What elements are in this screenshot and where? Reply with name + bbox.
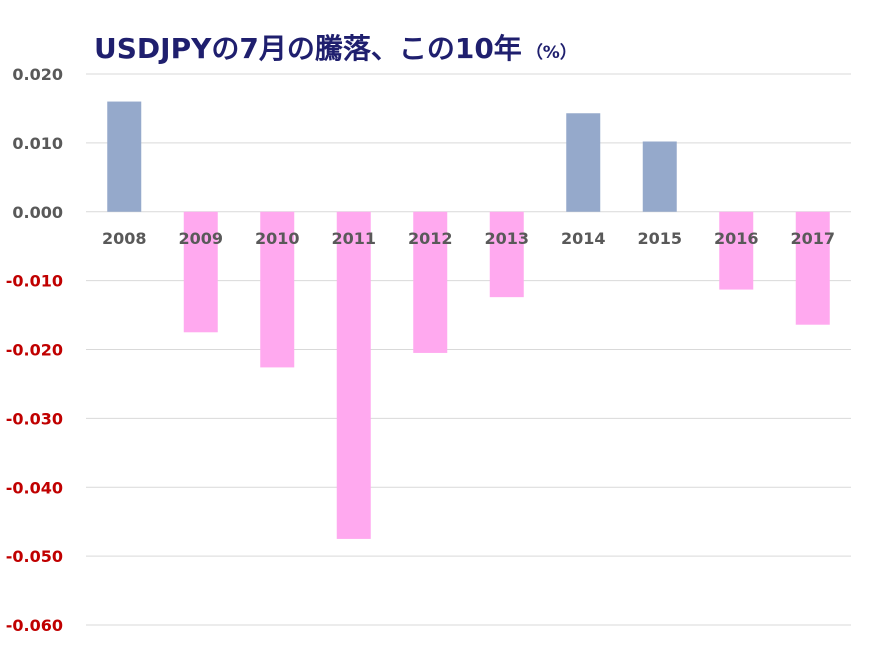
y-tick-label: -0.050 <box>6 547 63 566</box>
bar-2014 <box>566 113 601 212</box>
category-labels: 2008 2009 2010 2011 2012 2013 2014 2015 2016 2017 <box>102 229 835 248</box>
bar-2008 <box>107 101 142 212</box>
bar-2012 <box>413 211 448 353</box>
y-tick-label: 0.010 <box>12 134 63 153</box>
y-tick-label: 0.000 <box>12 203 63 222</box>
category-label: 2008 <box>102 229 147 248</box>
bar-2011 <box>336 211 371 539</box>
y-tick-label: 0.020 <box>12 65 63 84</box>
bar-2010 <box>260 211 295 368</box>
y-tick-label: -0.040 <box>6 478 63 497</box>
category-label: 2016 <box>714 229 759 248</box>
category-label: 2010 <box>255 229 300 248</box>
bar-2017 <box>795 211 830 325</box>
y-tick-label: -0.020 <box>6 341 63 360</box>
bars <box>107 101 830 539</box>
category-label: 2012 <box>408 229 453 248</box>
y-axis-tick-labels: 0.020 0.010 0.000 -0.010 -0.020 -0.030 -0.040 -… <box>6 65 63 635</box>
bar-2015 <box>642 141 677 212</box>
chart-title-main: USDJPYの7月の騰落、この10年 <box>94 32 522 65</box>
y-tick-label: -0.030 <box>6 409 63 428</box>
chart-title-unit: （%） <box>526 42 577 63</box>
gridlines <box>86 73 851 626</box>
y-tick-label: -0.010 <box>6 272 63 291</box>
bar-2009 <box>183 211 218 333</box>
category-label: 2011 <box>331 229 376 248</box>
category-label: 2017 <box>790 229 835 248</box>
bar-2013 <box>489 211 524 298</box>
bar-2016 <box>719 211 754 290</box>
category-label: 2009 <box>178 229 223 248</box>
category-label: 2014 <box>561 229 606 248</box>
category-label: 2015 <box>637 229 682 248</box>
chart-title: USDJPYの7月の騰落、この10年 （%） <box>94 32 577 65</box>
y-tick-label: -0.060 <box>6 616 63 635</box>
category-label: 2013 <box>484 229 529 248</box>
